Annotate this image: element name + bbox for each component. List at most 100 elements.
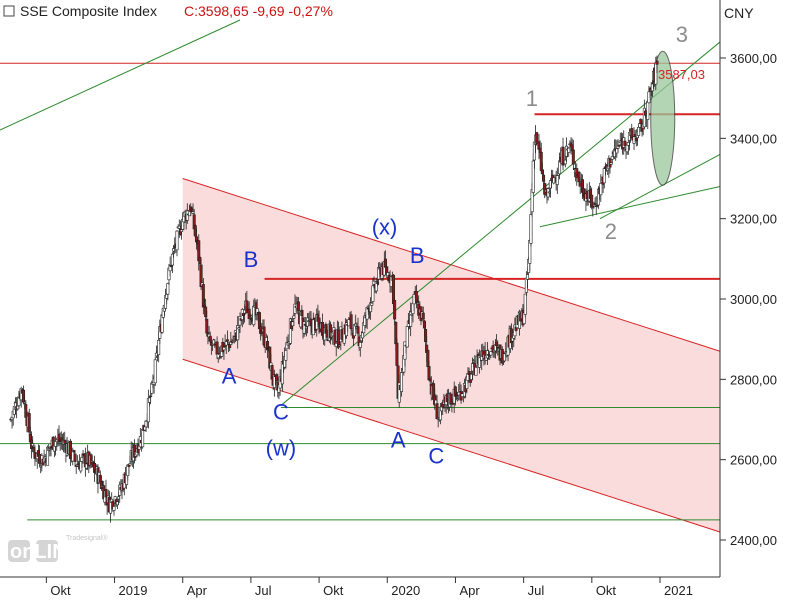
candle-body: [374, 281, 378, 292]
candle-body: [27, 413, 31, 433]
x-tick-label: 2021: [664, 583, 693, 598]
candle-body: [228, 344, 232, 349]
x-tick-label: Okt: [323, 583, 344, 598]
chart-background-layer: [0, 19, 721, 533]
x-tick-label: Jul: [255, 583, 272, 598]
x-tick-label: Okt: [50, 583, 71, 598]
y-tick-label: 2600,00: [730, 453, 777, 468]
candle-body: [284, 350, 288, 361]
y-tick-label: 3400,00: [730, 131, 777, 146]
candle-body: [292, 315, 296, 319]
candle-body: [265, 341, 269, 351]
close-change-pct: -0,27%: [289, 3, 333, 19]
candle-body: [370, 302, 374, 306]
candle-body: [555, 175, 559, 185]
candle-body: [561, 146, 565, 166]
close-readout: C:3598,65 -9,69 -0,27%: [184, 3, 333, 19]
candle-body: [646, 100, 650, 120]
candle-body: [610, 156, 614, 160]
candle-body: [477, 355, 481, 368]
wave-label: 2: [605, 219, 617, 244]
trend-channel-fill: [182, 178, 720, 532]
x-tick-label: 2020: [391, 583, 420, 598]
y-tick-label: 3200,00: [730, 212, 777, 227]
x-tick-label: Okt: [596, 583, 617, 598]
candle-body: [170, 253, 174, 266]
base-trendline-high: [599, 153, 721, 220]
candle-body: [655, 60, 659, 65]
candle-body: [393, 300, 397, 320]
candle-body: [141, 428, 145, 448]
candle-body: [371, 285, 375, 302]
watermark-sub: Tradesignal®: [66, 534, 108, 542]
last-price-label: 3587,03: [658, 67, 705, 82]
wave-label: (w): [266, 436, 297, 461]
candle-body: [488, 356, 492, 359]
candle-body: [542, 174, 546, 182]
candle-body: [296, 301, 300, 311]
candle-body: [489, 351, 493, 356]
candle-body: [531, 160, 535, 193]
y-tick-label: 2800,00: [730, 372, 777, 387]
currency-label: CNY: [724, 5, 754, 21]
candle-body: [623, 140, 627, 146]
candle-body: [225, 339, 229, 342]
candle-body: [474, 367, 478, 376]
watermark-badge-1: [8, 540, 30, 562]
candle-body: [157, 339, 161, 355]
candle-body: [349, 314, 353, 329]
candles-layer: [9, 55, 659, 523]
base-trendline-low: [539, 186, 721, 228]
candle-body: [414, 290, 418, 304]
wave-label: A: [391, 428, 406, 453]
y-tick-label: 2400,00: [730, 533, 777, 548]
x-tick-label: Jul: [528, 583, 545, 598]
candle-body: [397, 382, 401, 403]
candle-body: [128, 463, 132, 466]
wave-label: 1: [526, 86, 538, 111]
candle-body: [395, 342, 399, 366]
candle-body: [567, 147, 571, 153]
wave-label: B: [244, 247, 259, 272]
candle-body: [590, 194, 594, 207]
y-tick-label: 3000,00: [730, 292, 777, 307]
wave-label: A: [222, 363, 237, 388]
wave-label: C: [273, 400, 289, 425]
x-tick-label: 2019: [119, 583, 148, 598]
candle-body: [149, 395, 153, 398]
candle-body: [356, 326, 360, 334]
candle-body: [222, 347, 226, 351]
candle-body: [529, 214, 533, 244]
x-axis-ticks: Okt 2019 Apr Jul Okt 2020 Apr Jul Okt 2021: [45, 577, 693, 598]
x-tick-label: Apr: [187, 583, 208, 598]
y-axis-ticks: 2400,00 2600,00 2800,00 3000,00 3200,00 3400,…: [720, 51, 777, 548]
candle-body: [421, 312, 425, 320]
candle-body: [563, 159, 567, 165]
candle-body: [288, 318, 292, 344]
candle-body: [175, 230, 179, 251]
close-change: -9,69: [253, 3, 285, 19]
candle-body: [205, 318, 209, 334]
candle-body: [248, 314, 252, 317]
candle-body: [153, 359, 157, 384]
long-trendline: [0, 19, 241, 131]
watermark-brand: onLINE: [10, 541, 80, 563]
candle-body: [523, 293, 527, 315]
wave3-ellipse: [650, 50, 676, 186]
online-watermark: onLINE Tradesignal®: [8, 534, 108, 563]
chart-title: SSE Composite Index: [20, 3, 157, 19]
candle-body: [599, 183, 603, 196]
x-tick-label: Apr: [459, 583, 480, 598]
header-checkbox[interactable]: [3, 5, 15, 17]
candle-body: [46, 446, 50, 466]
close-prefix: C:: [184, 3, 198, 19]
candle-body: [166, 283, 170, 295]
candle-body: [199, 264, 203, 288]
wave-label: (x): [372, 215, 398, 240]
candle-body: [456, 398, 460, 401]
candle-body: [526, 274, 530, 280]
wave-label: B: [410, 243, 425, 268]
candle-body: [112, 506, 116, 511]
